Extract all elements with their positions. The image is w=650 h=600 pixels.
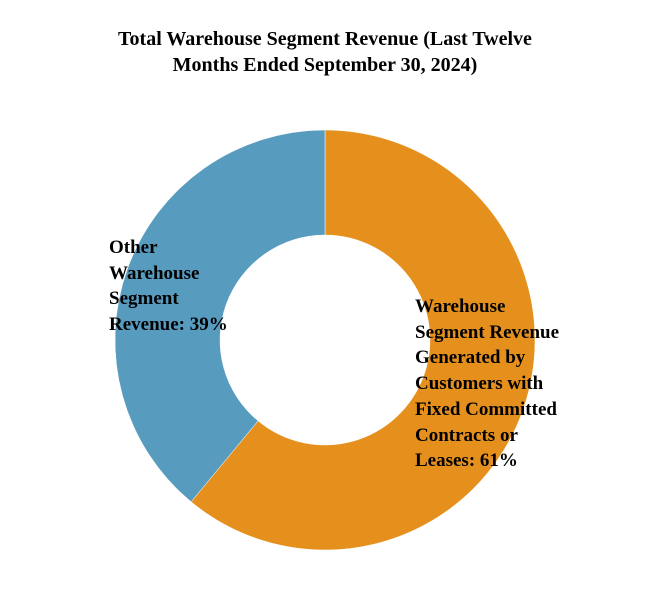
donut-slice <box>114 129 326 503</box>
chart-title: Total Warehouse Segment Revenue (Last Tw… <box>118 28 532 76</box>
donut-slice <box>190 129 536 551</box>
slice-label: Other Warehouse Segment Revenue: 39% <box>109 237 228 336</box>
slice-label: Warehouse Segment Revenue Generated by C… <box>415 296 560 472</box>
